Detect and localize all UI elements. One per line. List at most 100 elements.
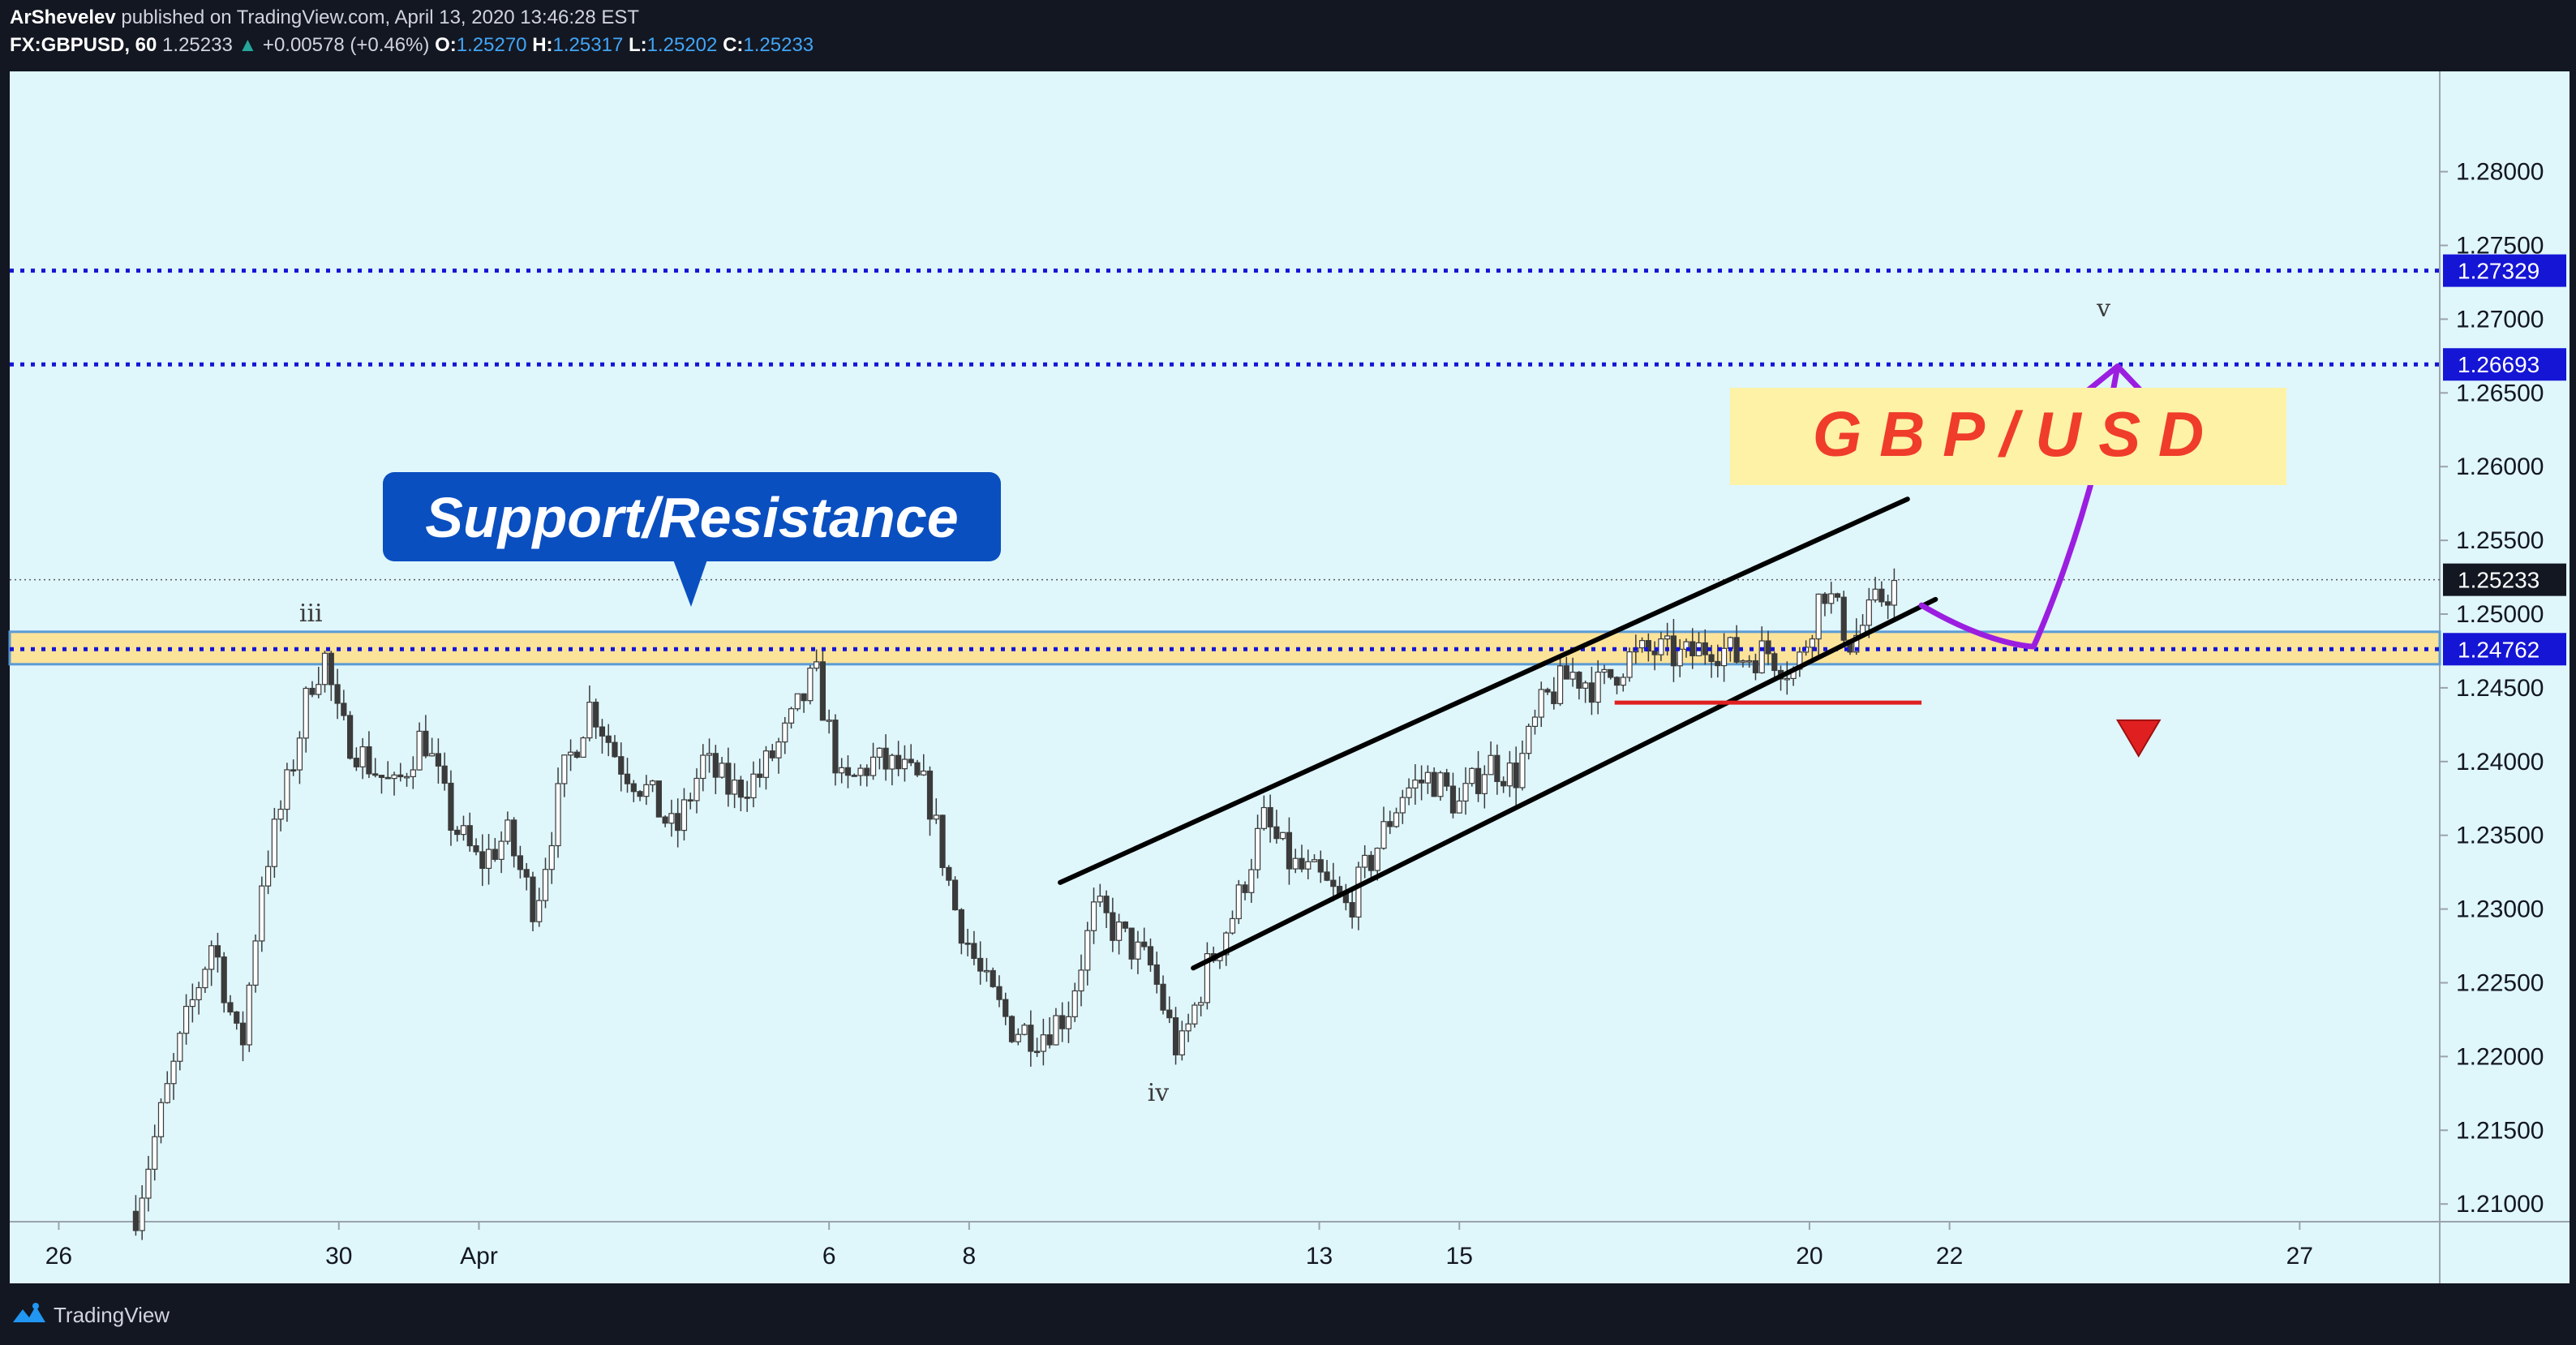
candle-body [693, 777, 700, 801]
candle [605, 724, 612, 757]
candle-body [901, 758, 908, 770]
candle [1784, 661, 1790, 695]
candle-body [316, 684, 322, 695]
candle-body [1544, 689, 1551, 693]
candle-body [284, 769, 290, 810]
price-tick-label: 1.25500 [2456, 527, 2544, 554]
candle-body [1412, 780, 1419, 789]
candle [542, 857, 549, 909]
candle-body [1355, 866, 1362, 918]
candle-body [1828, 593, 1835, 604]
candle-body [1260, 806, 1267, 829]
candle [977, 941, 984, 985]
candle-body [857, 767, 864, 776]
candle [655, 780, 662, 818]
candle-body [1620, 677, 1626, 686]
candle-body [864, 767, 870, 776]
footer-brand[interactable]: TradingView [54, 1303, 170, 1327]
tradingview-logo-icon[interactable] [11, 1301, 47, 1327]
candle [1595, 660, 1601, 715]
candle-body [214, 945, 221, 958]
candle-body [1840, 596, 1847, 641]
candle-body [1853, 634, 1860, 653]
candle [1153, 952, 1160, 994]
candle-body [1311, 859, 1318, 862]
candle-body [1242, 884, 1248, 893]
candle-body [951, 879, 959, 911]
candle-body [1179, 1030, 1185, 1055]
candle [1015, 1028, 1021, 1046]
price-chart[interactable]: 1.280001.275001.270001.265001.260001.255… [0, 62, 2576, 1283]
candle [1715, 644, 1721, 678]
candle-body [1771, 653, 1778, 672]
candle-body [1506, 762, 1513, 787]
candle-body [1677, 648, 1683, 667]
time-tick-label: 26 [45, 1243, 72, 1270]
candle-body [1740, 660, 1746, 663]
candle-body [1078, 969, 1084, 992]
candle-body [926, 770, 934, 820]
price-tick-label: 1.23500 [2456, 823, 2544, 849]
candle-body [498, 840, 504, 860]
candle [227, 995, 234, 1016]
candle-body [1235, 884, 1242, 920]
candle-body [1141, 941, 1148, 948]
candle-body [366, 746, 372, 775]
candle-body [1071, 990, 1078, 1017]
candle [460, 815, 467, 841]
price-tick-label: 1.27000 [2456, 306, 2544, 333]
candle-body [416, 730, 423, 771]
candle [1317, 850, 1324, 883]
candle-body [517, 855, 524, 870]
candle [983, 957, 990, 982]
candle-body [397, 774, 404, 778]
candle [1393, 807, 1400, 828]
candle-body [1626, 651, 1633, 678]
candle-body [391, 774, 397, 780]
candle-body [1878, 588, 1885, 603]
ohlc-line: FX:GBPUSD, 60 1.25233 ▲ +0.00578 (+0.46%… [10, 34, 814, 57]
candle-body [548, 844, 555, 870]
time-axis[interactable] [10, 1222, 2570, 1283]
candle [1406, 778, 1412, 806]
channel-line[interactable] [1058, 496, 1910, 885]
candle [1311, 854, 1318, 862]
candle [599, 719, 606, 754]
candle [1531, 709, 1539, 735]
candle [687, 793, 693, 810]
chart-header: ArShevelev published on TradingView.com,… [0, 0, 2576, 62]
candle [1116, 913, 1123, 955]
candle-body [1601, 668, 1608, 673]
candle [1424, 765, 1431, 794]
candle-body [353, 758, 359, 767]
candle [384, 761, 391, 780]
candle [1513, 746, 1519, 806]
candle-body [819, 661, 826, 721]
candle-body [1576, 672, 1582, 689]
candle [1638, 637, 1646, 653]
candle [157, 1098, 165, 1144]
time-tick-label: Apr [460, 1243, 498, 1270]
price-tick-label: 1.26500 [2456, 380, 2544, 406]
candle [1090, 887, 1097, 944]
channel-line[interactable] [1191, 596, 1938, 971]
candle [1071, 982, 1078, 1022]
candle-body [1153, 964, 1160, 985]
candle [473, 838, 479, 856]
candle-body [1248, 869, 1255, 893]
candle [1103, 890, 1110, 928]
symbol-label[interactable]: FX:GBPUSD, 60 [10, 34, 157, 56]
candle [498, 831, 504, 874]
candle [1147, 938, 1154, 972]
candle [416, 722, 423, 771]
candle-body [1431, 771, 1437, 797]
candle [895, 741, 902, 776]
price-tick-label: 1.21500 [2456, 1117, 2544, 1144]
pair-title: G B P / U S D [1813, 398, 2205, 470]
candle [530, 871, 536, 931]
price-tick-label: 1.26000 [2456, 453, 2544, 480]
candle-body [586, 702, 593, 739]
candle-body [347, 715, 354, 759]
candle [637, 790, 643, 801]
author-name[interactable]: ArShevelev [10, 6, 116, 28]
